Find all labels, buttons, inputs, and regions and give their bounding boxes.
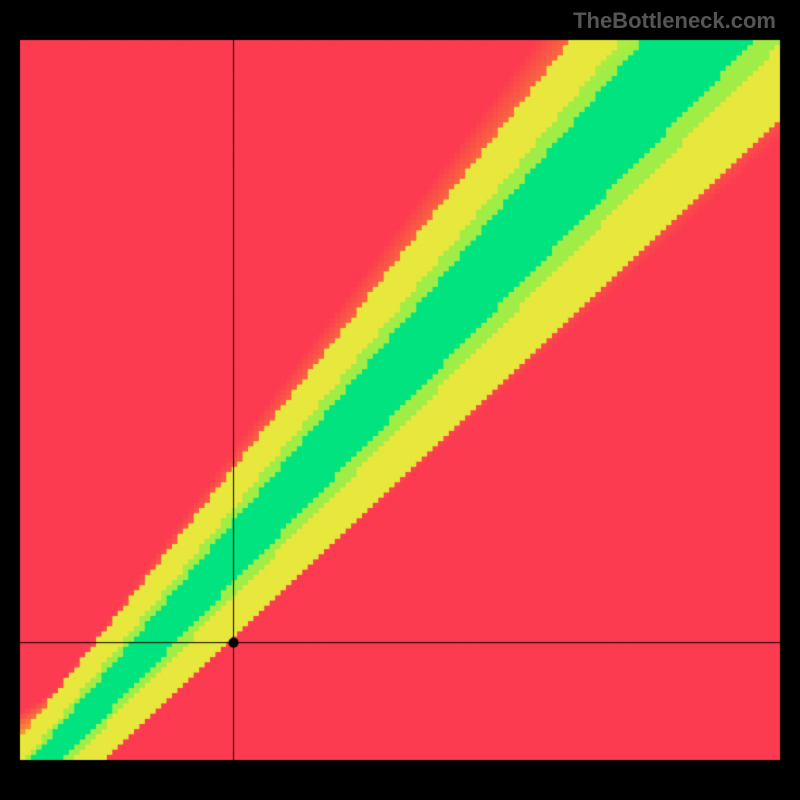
chart-container: TheBottleneck.com xyxy=(0,0,800,800)
attribution-text: TheBottleneck.com xyxy=(573,8,776,34)
heatmap-canvas xyxy=(0,0,800,800)
